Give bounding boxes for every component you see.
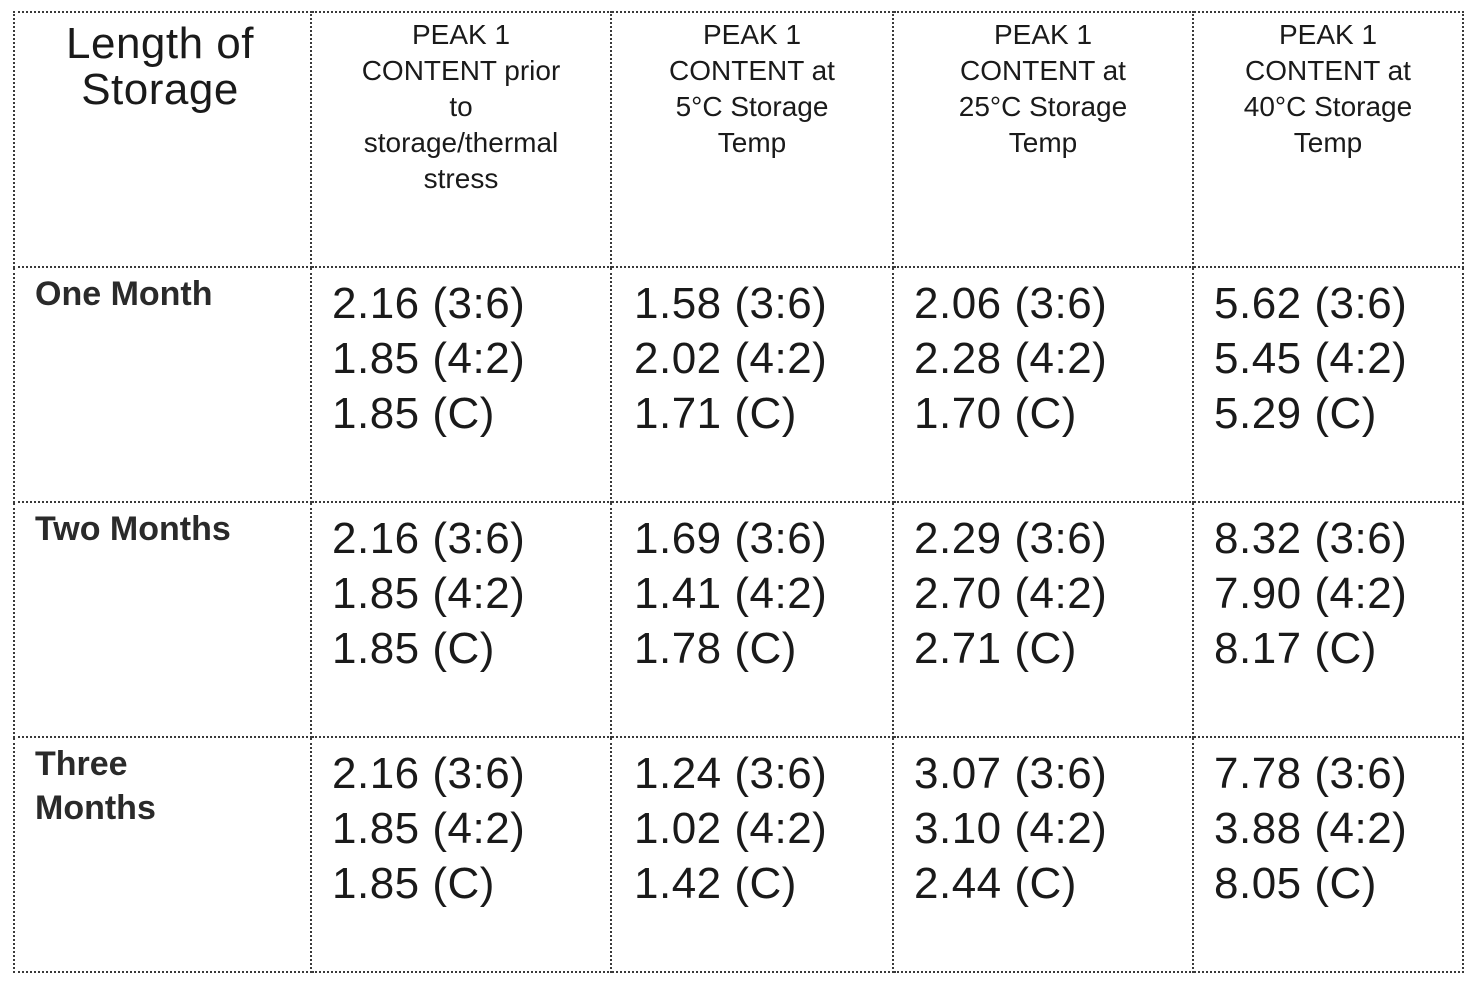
row-label-cell: Three Months [13, 736, 312, 973]
value-cell: 2.16 (3:6) 1.85 (4:2) 1.85 (C) [310, 736, 612, 973]
table-row: Two Months 2.16 (3:6) 1.85 (4:2) 1.85 (C… [13, 501, 1464, 738]
value-cell: 2.16 (3:6) 1.85 (4:2) 1.85 (C) [310, 501, 612, 738]
row-label: One Month [35, 275, 213, 313]
value-cell: 2.06 (3:6) 2.28 (4:2) 1.70 (C) [892, 266, 1194, 503]
column-header-25c: PEAK 1 CONTENT at 25°C Storage Temp [892, 11, 1194, 268]
value-cell: 2.29 (3:6) 2.70 (4:2) 2.71 (C) [892, 501, 1194, 738]
value-cell: 1.24 (3:6) 1.02 (4:2) 1.42 (C) [610, 736, 894, 973]
corner-header-title: Length of Storage [66, 19, 254, 114]
column-header-prior: PEAK 1 CONTENT prior to storage/thermal … [310, 11, 612, 268]
column-header-5c: PEAK 1 CONTENT at 5°C Storage Temp [610, 11, 894, 268]
corner-header-cell: Length of Storage [13, 11, 312, 268]
value-cell: 1.58 (3:6) 2.02 (4:2) 1.71 (C) [610, 266, 894, 503]
row-label: Three Months [35, 745, 156, 827]
row-label-cell: One Month [13, 266, 312, 503]
table-row: Three Months 2.16 (3:6) 1.85 (4:2) 1.85 … [13, 736, 1464, 973]
table-row: One Month 2.16 (3:6) 1.85 (4:2) 1.85 (C)… [13, 266, 1464, 503]
value-cell: 7.78 (3:6) 3.88 (4:2) 8.05 (C) [1192, 736, 1464, 973]
value-cell: 5.62 (3:6) 5.45 (4:2) 5.29 (C) [1192, 266, 1464, 503]
value-cell: 3.07 (3:6) 3.10 (4:2) 2.44 (C) [892, 736, 1194, 973]
column-header-40c: PEAK 1 CONTENT at 40°C Storage Temp [1192, 11, 1464, 268]
table-header-row: Length of Storage PEAK 1 CONTENT prior t… [13, 11, 1464, 268]
value-cell: 8.32 (3:6) 7.90 (4:2) 8.17 (C) [1192, 501, 1464, 738]
value-cell: 2.16 (3:6) 1.85 (4:2) 1.85 (C) [310, 266, 612, 503]
value-cell: 1.69 (3:6) 1.41 (4:2) 1.78 (C) [610, 501, 894, 738]
storage-peak-table: Length of Storage PEAK 1 CONTENT prior t… [13, 11, 1464, 973]
row-label-cell: Two Months [13, 501, 312, 738]
row-label: Two Months [35, 510, 231, 548]
